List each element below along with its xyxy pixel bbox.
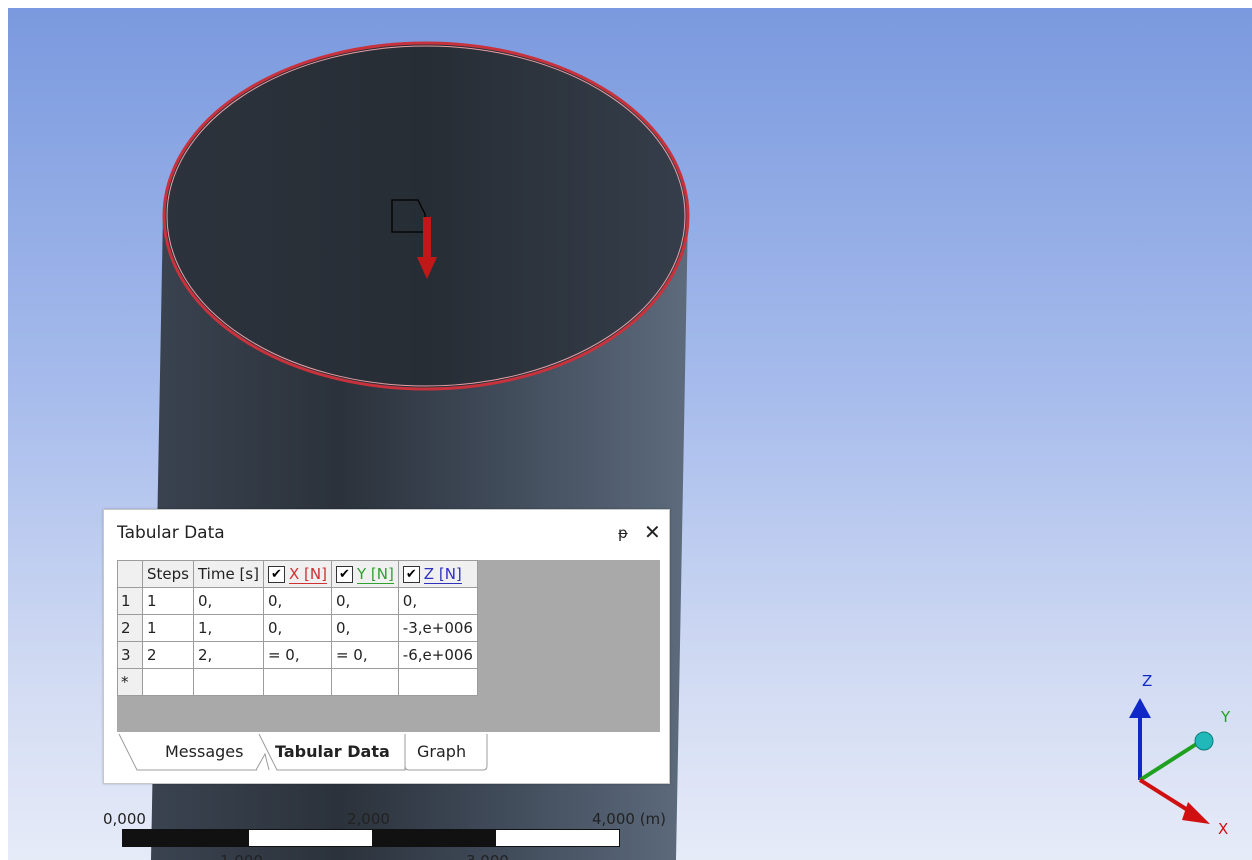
- scale-label-low-2: 3,000: [466, 852, 509, 860]
- axis-triad: [1129, 698, 1214, 824]
- cell-time[interactable]: [192, 668, 264, 696]
- cell-y[interactable]: 0,: [330, 614, 399, 642]
- cell-steps[interactable]: 1: [142, 614, 194, 642]
- cell-time[interactable]: 2,: [192, 641, 264, 669]
- cell-y[interactable]: [330, 668, 399, 696]
- cell-z[interactable]: -3,e+006: [397, 614, 478, 642]
- table-row: 2 1 1, 0, 0, -3,e+006: [117, 614, 478, 642]
- scale-label-low-1: 1,000: [220, 852, 263, 860]
- scale-label-mid: 2,000: [347, 810, 390, 828]
- data-grid: Steps Time [s] ✔ X [N] ✔ Y [N] ✔ Z [N] 1 1 …: [117, 560, 660, 732]
- cell-z[interactable]: [397, 668, 478, 696]
- panel-tabs: Messages Tabular Data Graph: [117, 732, 660, 772]
- checkbox-z[interactable]: ✔: [402, 566, 420, 583]
- col-header-y: ✔ Y [N]: [330, 560, 399, 588]
- cell-time[interactable]: 1,: [192, 614, 264, 642]
- cell-steps[interactable]: 2: [142, 641, 194, 669]
- cell-y[interactable]: = 0,: [330, 641, 399, 669]
- pin-icon[interactable]: ᵽ: [618, 524, 629, 542]
- triad-y-label: Y: [1220, 708, 1231, 726]
- table-row-new: *: [117, 668, 478, 696]
- tab-graph[interactable]: Graph: [417, 742, 467, 761]
- tabular-data-panel: Tabular Data ᵽ ✕ Steps Time [s] ✔ X [N] ✔…: [103, 509, 670, 784]
- row-number[interactable]: *: [117, 668, 143, 696]
- panel-title-bar: Tabular Data ᵽ ✕: [104, 510, 669, 556]
- row-number[interactable]: 2: [117, 614, 143, 642]
- scale-label-0: 0,000: [103, 810, 146, 828]
- force-arrow-icon: [417, 217, 437, 279]
- scale-label-end: 4,000 (m): [592, 810, 667, 828]
- row-number[interactable]: 3: [117, 641, 143, 669]
- selected-face-outline: [162, 41, 690, 391]
- cell-time[interactable]: 0,: [192, 587, 264, 615]
- col-header-x: ✔ X [N]: [262, 560, 332, 588]
- tab-messages[interactable]: Messages: [165, 742, 244, 761]
- grid-header-row: Steps Time [s] ✔ X [N] ✔ Y [N] ✔ Z [N]: [117, 560, 478, 588]
- cell-y[interactable]: 0,: [330, 587, 399, 615]
- cell-z[interactable]: 0,: [397, 587, 478, 615]
- checkbox-x[interactable]: ✔: [267, 566, 285, 583]
- table-row: 1 1 0, 0, 0, 0,: [117, 587, 478, 615]
- col-header-z: ✔ Z [N]: [397, 560, 478, 588]
- table-row: 3 2 2, = 0, = 0, -6,e+006: [117, 641, 478, 669]
- col-header-steps: Steps: [142, 560, 194, 588]
- cylinder-top-face: [164, 43, 688, 389]
- checkbox-y[interactable]: ✔: [335, 566, 353, 583]
- cell-x[interactable]: 0,: [262, 587, 332, 615]
- cell-x[interactable]: = 0,: [262, 641, 332, 669]
- row-number[interactable]: 1: [117, 587, 143, 615]
- cell-x[interactable]: 0,: [262, 614, 332, 642]
- panel-title: Tabular Data: [117, 523, 225, 543]
- cell-x[interactable]: [262, 668, 332, 696]
- close-icon[interactable]: ✕: [644, 520, 661, 544]
- triad-z-label: Z: [1142, 672, 1152, 690]
- cell-z[interactable]: -6,e+006: [397, 641, 478, 669]
- col-header-time: Time [s]: [192, 560, 264, 588]
- tab-tabular-data[interactable]: Tabular Data: [275, 742, 390, 761]
- triad-x-label: X: [1218, 820, 1228, 838]
- corner-cell: [117, 560, 143, 588]
- cell-steps[interactable]: 1: [142, 587, 194, 615]
- scale-bar: 0,000 2,000 4,000 (m) 1,000 3,000: [103, 810, 703, 860]
- cell-steps[interactable]: [142, 668, 194, 696]
